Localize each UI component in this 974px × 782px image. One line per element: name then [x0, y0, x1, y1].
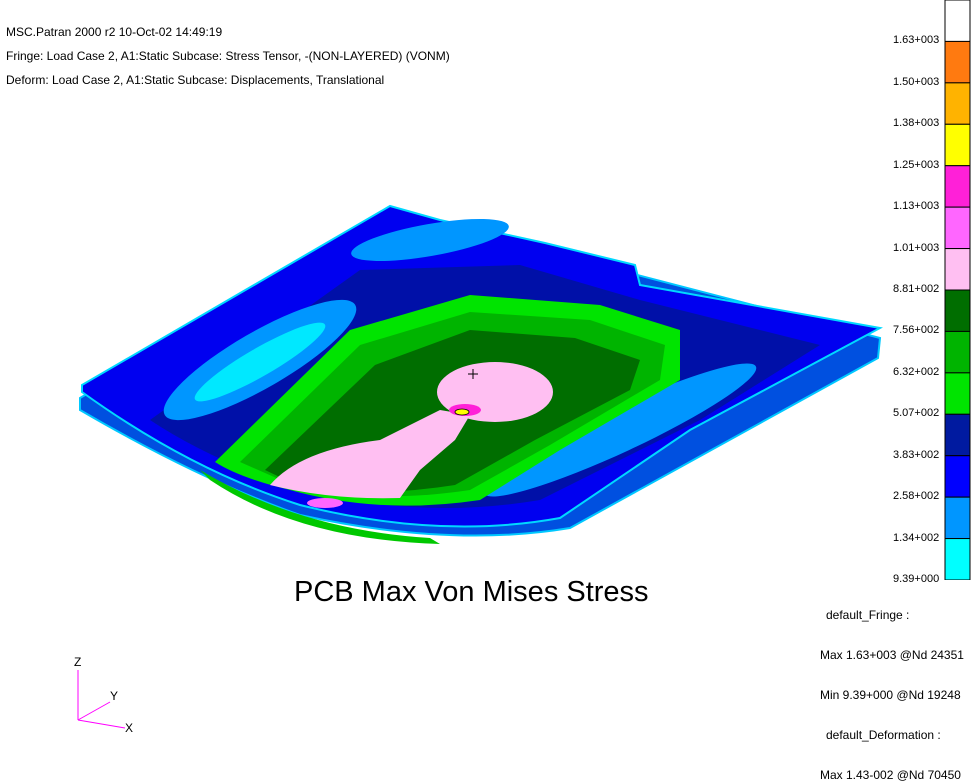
legend-tick-label: 7.56+002 [893, 324, 940, 337]
fringe-min-value: Min 9.39+000 @Nd 19248 [820, 688, 961, 702]
legend-tick-label: 3.83+002 [893, 448, 940, 461]
legend-tick-label: 5.07+002 [893, 407, 940, 420]
z-axis-label: Z [74, 655, 81, 669]
legend-tick-label: 1.38+003 [893, 117, 940, 130]
fringe-cyan-left [194, 322, 326, 402]
deformation-info-title: default_Deformation : [826, 728, 941, 742]
deform-description: Deform: Load Case 2, A1:Static Subcase: … [6, 73, 385, 87]
x-axis-line [77, 719, 126, 729]
legend-tick-label: 8.81+002 [893, 283, 940, 295]
fringe-pink-bottom [270, 410, 470, 499]
legend-swatch [944, 330, 971, 374]
axis-triad: Z Y X [74, 655, 133, 735]
fringe-light-blue-top [351, 218, 509, 262]
legend-tick-label: 1.01+003 [893, 241, 940, 254]
fringe-max-spot-yellow [454, 408, 470, 416]
legend-swatch [944, 372, 971, 415]
y-axis-line [77, 701, 111, 721]
plot-title: PCB Max Von Mises Stress [294, 576, 649, 608]
legend-tick-label: 1.63+003 [893, 34, 940, 47]
x-axis-label: X [125, 721, 133, 735]
fringe-description: Fringe: Load Case 2, A1:Static Subcase: … [6, 49, 450, 63]
legend-swatch [944, 40, 971, 84]
legend-tick-label: 1.50+003 [893, 75, 940, 88]
legend-tick-label: 1.25+003 [893, 158, 940, 171]
legend-tick-label: 1.34+002 [893, 531, 940, 544]
y-axis-label: Y [110, 689, 118, 703]
deformation-max-value: Max 1.43-002 @Nd 70450 [820, 768, 961, 782]
fringe-light-blue-right [483, 363, 757, 497]
legend-swatch [944, 0, 971, 42]
fringe-color-bar [944, 0, 971, 580]
legend-swatch [944, 82, 971, 125]
centroid-marker [468, 369, 478, 379]
legend-swatch [944, 206, 971, 250]
legend-swatch [944, 455, 971, 498]
legend-tick-label: 6.32+002 [893, 365, 940, 378]
legend-swatch [944, 165, 971, 208]
legend-tick-label: 9.39+000 [893, 573, 940, 585]
fringe-magenta-spot [307, 498, 343, 508]
fringe-info-title: default_Fringe : [826, 608, 910, 622]
legend-swatch [944, 413, 971, 457]
legend-tick-label: 2.58+002 [893, 490, 940, 503]
app-title-line: MSC.Patran 2000 r2 10-Oct-02 14:49:19 [6, 25, 223, 39]
legend-swatch [944, 538, 971, 580]
legend-tick-label: 1.13+003 [893, 200, 940, 213]
legend-swatch [944, 248, 971, 291]
fringe-max-value: Max 1.63+003 @Nd 24351 [820, 648, 964, 662]
legend-swatch [944, 496, 971, 540]
